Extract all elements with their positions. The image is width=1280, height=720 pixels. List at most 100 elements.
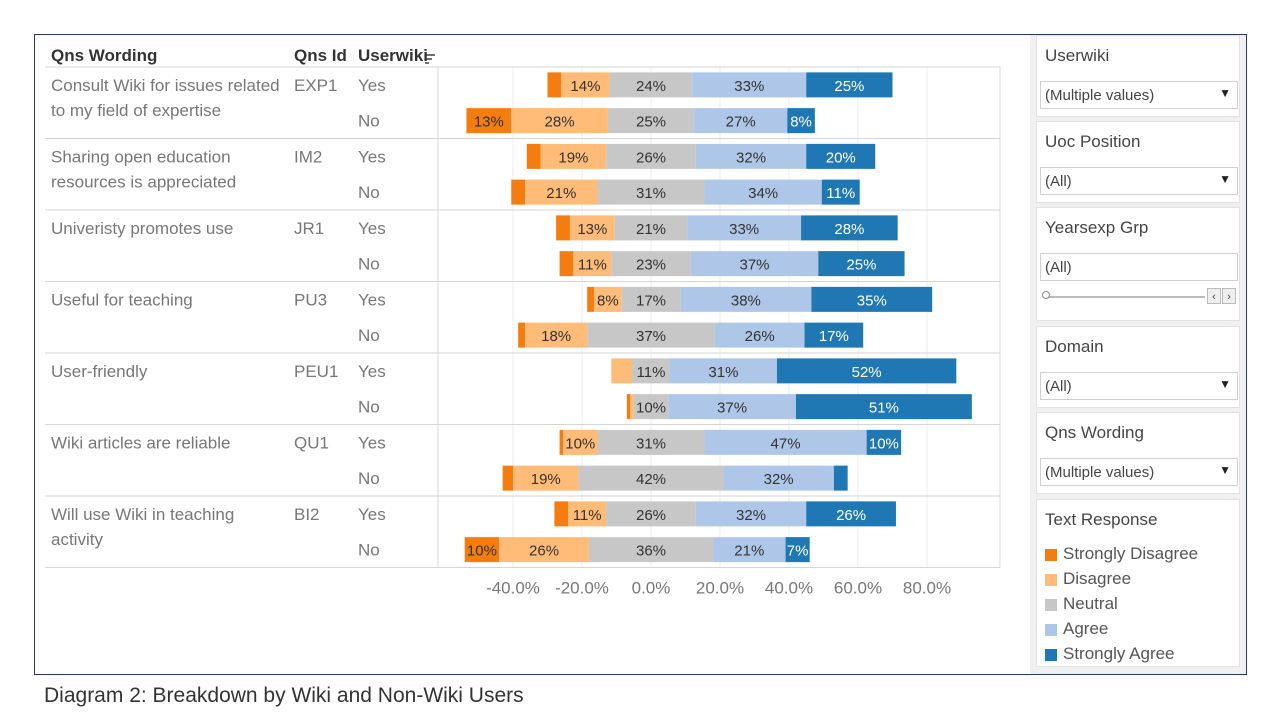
legend-swatch [1045, 649, 1057, 661]
filter-yearsexp-grp: Yearsexp Grp (All) ‹ › [1036, 207, 1240, 321]
userwiki-value: No [358, 112, 380, 131]
data-label: 26% [836, 507, 866, 524]
bar-segment-disagree [569, 215, 615, 241]
bar-segment-strongly-agree [806, 501, 896, 527]
bar-segment-strongly-disagree [464, 537, 500, 563]
bar-segment-disagree [513, 465, 579, 491]
bar-segment-strongly-agree [833, 465, 848, 491]
slider-prev-icon[interactable]: ‹ [1207, 288, 1221, 304]
data-label: 19% [558, 149, 588, 166]
dropdown-arrow-icon[interactable]: ▼ [1219, 86, 1231, 100]
data-label: 37% [717, 400, 747, 417]
bar-segment-disagree [573, 251, 612, 277]
data-label: 26% [636, 149, 666, 166]
x-tick-label: 60.0% [834, 579, 882, 598]
userwiki-value: Yes [358, 362, 386, 381]
slider-next-icon[interactable]: › [1222, 288, 1236, 304]
bar-segment-neutral [606, 501, 696, 527]
bar-segment-neutral [632, 358, 670, 384]
filter-domain-dropdown[interactable]: (All) ▼ [1040, 372, 1238, 400]
question-wording: User-friendly [51, 362, 148, 381]
header-userwiki[interactable]: Userwiki [358, 46, 428, 65]
data-label: 21% [546, 185, 576, 202]
bar-segment-disagree [630, 394, 634, 420]
bar-segment-neutral [606, 143, 696, 169]
dropdown-arrow-icon[interactable]: ▼ [1219, 463, 1231, 477]
bar-segment-disagree [611, 358, 633, 384]
bar-segment-disagree [561, 72, 610, 98]
data-label: 21% [734, 543, 764, 560]
bar-segment-strongly-disagree [511, 179, 526, 205]
data-label: 25% [834, 78, 864, 95]
data-label: 13% [577, 221, 607, 238]
bar-segment-agree [695, 143, 807, 169]
filter-yearsexp-grp-title: Yearsexp Grp [1045, 218, 1149, 237]
bar-segment-strongly-disagree [626, 394, 631, 420]
data-label: 33% [729, 221, 759, 238]
x-tick-label: -40.0% [486, 579, 540, 598]
x-tick-label: 0.0% [632, 579, 671, 598]
data-label: 7% [787, 543, 809, 560]
slider-track[interactable] [1045, 296, 1205, 298]
data-label: 11% [578, 257, 607, 274]
bar-segment-strongly-agree [795, 394, 972, 420]
bar-segment-agree [690, 251, 819, 277]
bar-segment-strongly-disagree [556, 215, 570, 241]
filter-userwiki-dropdown[interactable]: (Multiple values) ▼ [1040, 81, 1238, 109]
bar-segment-neutral [607, 108, 695, 134]
filter-qns-wording: Qns Wording (Multiple values) ▼ [1036, 412, 1240, 494]
data-label: 36% [636, 543, 666, 560]
sort-icon[interactable] [425, 54, 435, 64]
filter-yearsexp-grp-input[interactable]: (All) [1040, 253, 1238, 281]
data-label: 42% [636, 471, 666, 488]
data-label: 37% [739, 257, 769, 274]
filter-userwiki-value: (Multiple values) [1045, 87, 1155, 104]
bar-segment-disagree [511, 108, 608, 134]
data-label: 26% [636, 507, 666, 524]
userwiki-value: No [358, 326, 380, 345]
bar-segment-agree [669, 358, 777, 384]
header-qns-id[interactable]: Qns Id [294, 46, 347, 65]
figure-caption: Diagram 2: Breakdown by Wiki and Non-Wik… [44, 684, 524, 707]
data-label: 33% [734, 78, 764, 95]
data-label: 25% [636, 114, 666, 131]
bar-segment-agree [714, 322, 805, 348]
data-label: 32% [736, 507, 766, 524]
userwiki-value: Yes [358, 505, 386, 524]
bar-segment-disagree [568, 501, 607, 527]
slider-thumb[interactable] [1042, 291, 1050, 299]
bar-segment-strongly-agree [818, 251, 905, 277]
dropdown-arrow-icon[interactable]: ▼ [1219, 172, 1231, 186]
data-label: 31% [636, 435, 666, 452]
bar-segment-strongly-disagree [547, 72, 562, 98]
data-label: 10% [636, 400, 666, 417]
bar-segment-strongly-disagree [587, 286, 595, 312]
filter-domain: Domain (All) ▼ [1036, 326, 1240, 408]
header-qns-wording[interactable]: Qns Wording [51, 46, 157, 65]
x-tick-label: 80.0% [903, 579, 951, 598]
data-label: 17% [636, 292, 666, 309]
bar-segment-strongly-agree [806, 143, 876, 169]
data-label: 10% [467, 543, 497, 560]
userwiki-value: Yes [358, 76, 386, 95]
userwiki-value: Yes [358, 219, 386, 238]
x-tick-label: 20.0% [696, 579, 744, 598]
bar-segment-agree [695, 501, 807, 527]
legend-label: Neutral [1063, 594, 1118, 613]
bar-segment-neutral [588, 537, 714, 563]
userwiki-value: No [358, 255, 380, 274]
filter-userwiki-title: Userwiki [1045, 46, 1110, 65]
data-label: 26% [745, 328, 775, 345]
filter-qns-wording-dropdown[interactable]: (Multiple values) ▼ [1040, 458, 1238, 486]
bar-segment-neutral [633, 394, 669, 420]
question-wording: Wiki articles are reliable [51, 434, 231, 453]
data-label: 11% [573, 507, 602, 524]
filter-uoc-position-dropdown[interactable]: (All) ▼ [1040, 167, 1238, 195]
question-wording: Consult Wiki for issues related [51, 76, 280, 95]
filter-userwiki: Userwiki (Multiple values) ▼ [1036, 35, 1240, 117]
dropdown-arrow-icon[interactable]: ▼ [1219, 377, 1231, 391]
bar-segment-strongly-disagree [502, 465, 513, 491]
data-label: 19% [531, 471, 561, 488]
bar-segment-neutral [578, 465, 724, 491]
filter-domain-value: (All) [1045, 378, 1072, 395]
